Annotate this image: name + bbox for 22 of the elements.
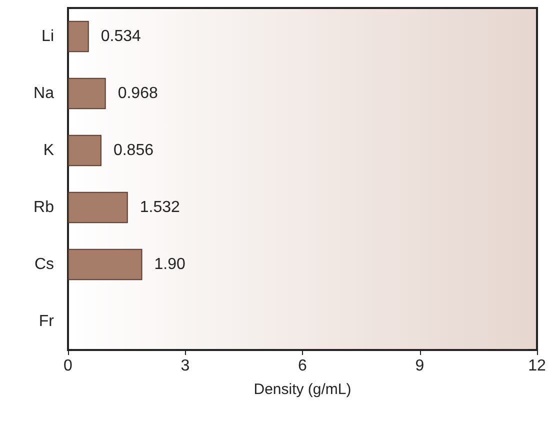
bar <box>68 134 102 166</box>
x-tick-label: 12 <box>528 358 546 374</box>
bar <box>68 192 128 224</box>
bar <box>68 78 106 110</box>
data-label: 0.856 <box>113 142 154 159</box>
x-tick-label: 9 <box>415 358 424 374</box>
y-tick-label: K <box>43 142 54 159</box>
y-tick-label: Fr <box>38 313 55 330</box>
x-tick-label: 0 <box>64 358 73 374</box>
y-tick-label: Li <box>42 28 54 45</box>
data-label: 1.90 <box>154 256 186 273</box>
x-axis-title: Density (g/mL) <box>254 381 352 398</box>
x-tick-label: 3 <box>180 358 190 374</box>
data-label: 1.532 <box>140 199 180 216</box>
data-label: 0.534 <box>100 28 142 45</box>
y-tick-label: Na <box>34 85 54 102</box>
bar <box>68 248 142 280</box>
x-tick-label: 6 <box>298 358 308 374</box>
y-tick-label: Rb <box>34 199 54 216</box>
y-tick-label: Cs <box>34 256 54 273</box>
data-label: 0.968 <box>118 85 158 102</box>
bar <box>68 20 89 52</box>
